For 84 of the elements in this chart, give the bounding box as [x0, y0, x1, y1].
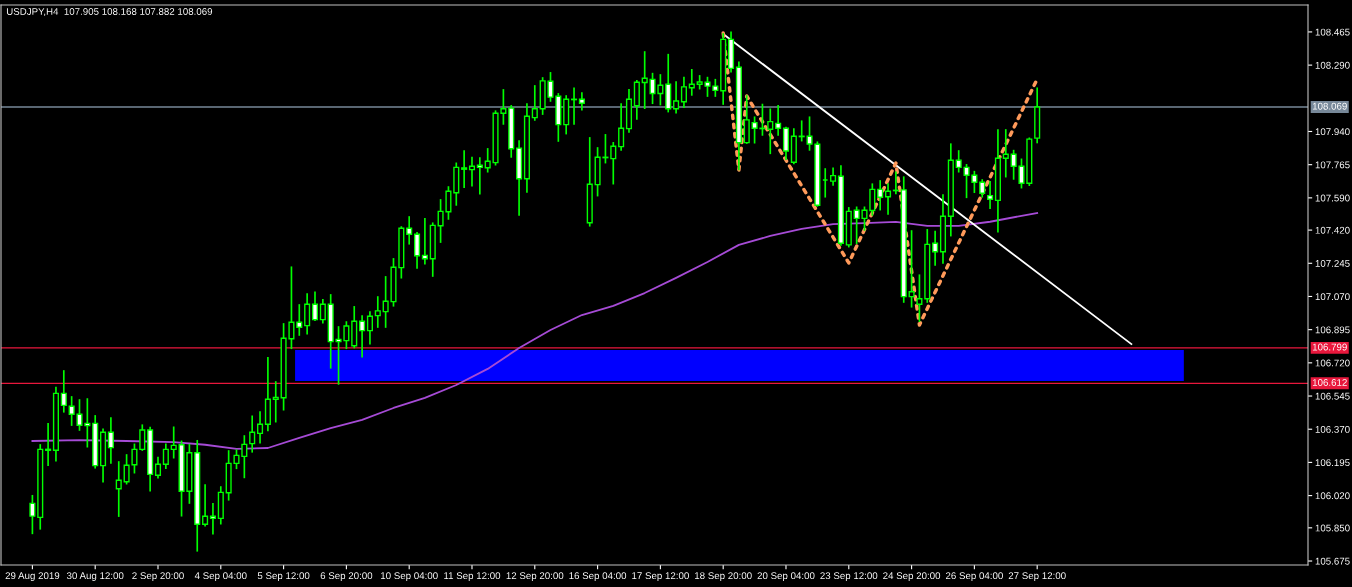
candlestick: [633, 80, 640, 120]
candlestick: [256, 411, 264, 444]
candlestick: [775, 105, 782, 136]
candlestick: [374, 296, 381, 328]
candlestick: [45, 423, 52, 466]
candlestick: [578, 92, 585, 111]
x-tick-label: 12 Sep 20:00: [506, 572, 564, 582]
candlestick: [610, 142, 617, 185]
y-tick-label: 105.675: [1315, 557, 1350, 565]
candlestick: [366, 311, 373, 345]
x-tick-label: 11 Sep 12:00: [444, 572, 501, 582]
y-tick-label: 107.765: [1315, 161, 1350, 169]
y-tick-label: 106.195: [1315, 459, 1350, 467]
candlestick: [29, 494, 36, 535]
x-tick-label: 27 Sep 12:00: [1008, 572, 1066, 582]
candlestick: [272, 381, 279, 423]
candlestick: [476, 157, 483, 195]
candlestick: [60, 370, 67, 413]
ref-line-label: 108.069: [1312, 102, 1347, 110]
y-tick-label: 108.465: [1315, 28, 1350, 36]
candlestick: [162, 443, 169, 470]
y-tick-label: 106.020: [1315, 492, 1350, 500]
candlestick: [618, 103, 625, 151]
candlestick: [877, 180, 884, 211]
y-tick-label: 106.545: [1315, 392, 1350, 400]
candlestick: [202, 484, 209, 527]
candlestick: [296, 304, 303, 336]
candlestick: [131, 443, 138, 474]
candlestick: [680, 76, 687, 109]
y-tick-label: 107.940: [1315, 128, 1350, 136]
candlestick: [468, 156, 476, 187]
line-series: [31, 212, 1039, 450]
candlestick: [249, 415, 256, 453]
x-tick-label: 2 Sep 20:00: [132, 572, 184, 582]
candlestick: [673, 81, 680, 114]
candlestick: [406, 216, 413, 245]
candlestick: [932, 230, 939, 266]
candlestick: [413, 231, 421, 269]
x-tick-label: 5 Sep 12:00: [257, 572, 310, 582]
y-tick-label: 106.895: [1315, 326, 1350, 334]
candlestick: [916, 274, 923, 322]
x-tick-label: 23 Sep 12:00: [820, 572, 878, 582]
candlestick: [107, 417, 114, 464]
candlestick: [139, 424, 146, 451]
x-tick-label: 30 Aug 12:00: [66, 572, 124, 582]
candlestick: [531, 85, 538, 121]
candlestick: [743, 95, 750, 144]
y-tick-label: 106.720: [1315, 359, 1350, 367]
candlestick: [782, 126, 790, 161]
candlestick: [123, 454, 130, 485]
candlestick: [319, 299, 326, 324]
x-tick-label: 10 Sep 04:00: [381, 572, 438, 582]
candlestick: [209, 503, 216, 535]
x-tick-label: 4 Sep 04:00: [194, 572, 247, 582]
y-tick-label: 106.370: [1315, 425, 1350, 433]
y-tick-label: 107.590: [1315, 194, 1350, 202]
y-tick-label: 107.070: [1315, 293, 1350, 301]
x-tick-label: 24 Sep 20:00: [883, 572, 941, 582]
x-tick-label: 17 Sep 12:00: [632, 572, 689, 582]
ref-line-label: 106.799: [1312, 343, 1347, 351]
x-tick-label: 29 Aug 2019: [5, 572, 60, 582]
x-tick-label: 16 Sep 04:00: [569, 572, 627, 582]
x-tick-label: 18 Sep 20:00: [695, 572, 752, 582]
x-tick-label: 6 Sep 20:00: [320, 572, 373, 582]
candlestick: [767, 108, 774, 155]
ref-line-label: 106.612: [1312, 379, 1347, 386]
x-tick-label: 20 Sep 04:00: [757, 572, 815, 582]
candlestick: [359, 315, 366, 358]
candlestick: [884, 183, 892, 215]
candlestick: [461, 150, 468, 188]
y-tick-label: 105.850: [1315, 524, 1350, 532]
y-tick-label: 108.290: [1315, 61, 1350, 69]
chart-title: USDJPY,H4 107.905 108.168 107.882 108.069: [6, 8, 213, 17]
candlestick: [987, 180, 994, 210]
candlestick: [154, 456, 162, 479]
candlestick: [1002, 129, 1009, 178]
candlestick: [908, 230, 915, 308]
y-tick-label: 107.245: [1315, 260, 1350, 267]
x-tick-label: 26 Sep 04:00: [945, 572, 1003, 582]
line-series: [721, 31, 1039, 327]
candlestick: [304, 293, 311, 335]
candlestick: [115, 461, 122, 517]
y-tick-label: 107.420: [1315, 226, 1350, 234]
candlestick: [311, 291, 319, 322]
